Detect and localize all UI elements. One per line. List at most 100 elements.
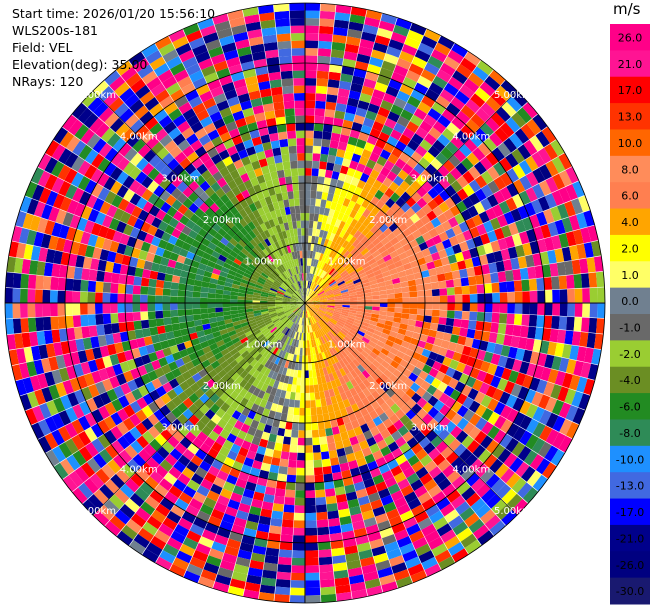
velocity-cell (531, 438, 546, 454)
velocity-cell (111, 323, 120, 334)
velocity-cell (362, 208, 371, 218)
velocity-cell (302, 355, 305, 363)
velocity-cell (230, 299, 238, 303)
velocity-cell (307, 317, 310, 326)
velocity-cell (342, 119, 354, 129)
velocity-cell (501, 101, 517, 117)
velocity-cell (289, 338, 294, 346)
velocity-cell (308, 317, 312, 325)
velocity-cell (424, 254, 434, 264)
velocity-cell (407, 454, 420, 467)
velocity-cell (319, 206, 326, 215)
velocity-cell (362, 387, 372, 398)
velocity-cell (525, 403, 538, 419)
velocity-cell (390, 393, 401, 404)
velocity-cell (207, 303, 216, 309)
velocity-cell (253, 361, 261, 370)
velocity-cell (458, 143, 472, 158)
velocity-cell (278, 549, 292, 558)
velocity-cell (353, 230, 362, 239)
velocity-cell (465, 492, 481, 507)
velocity-cell (371, 250, 381, 258)
velocity-cell (402, 354, 412, 363)
velocity-cell (264, 359, 272, 368)
velocity-cell (547, 221, 559, 237)
velocity-cell (396, 115, 410, 128)
velocity-cell (394, 303, 403, 308)
velocity-cell (538, 196, 550, 212)
velocity-cell (374, 81, 388, 93)
velocity-cell (193, 314, 202, 321)
velocity-cell (138, 448, 152, 463)
velocity-cell (298, 430, 305, 438)
velocity-cell (377, 232, 387, 242)
velocity-cell (376, 173, 387, 184)
velocity-cell (402, 431, 414, 443)
velocity-cell (431, 288, 440, 297)
velocity-cell (389, 555, 405, 567)
velocity-cell (386, 232, 396, 242)
velocity-cell (200, 313, 209, 320)
velocity-cell (432, 206, 444, 217)
velocity-cell (298, 183, 305, 191)
velocity-cell (337, 196, 346, 205)
velocity-cell (298, 355, 303, 363)
velocity-cell (188, 392, 200, 404)
velocity-cell (192, 437, 204, 449)
velocity-cell (344, 445, 354, 455)
velocity-cell (337, 212, 345, 221)
velocity-cell (576, 243, 587, 259)
velocity-cell (241, 535, 256, 546)
velocity-cell (288, 321, 294, 329)
velocity-cell (345, 143, 356, 154)
velocity-cell (456, 405, 469, 418)
velocity-cell (488, 262, 498, 274)
velocity-cell (50, 316, 59, 330)
velocity-cell (312, 251, 316, 259)
velocity-cell (329, 339, 336, 347)
velocity-cell (374, 406, 385, 417)
velocity-cell (380, 402, 390, 413)
velocity-cell (514, 291, 523, 303)
velocity-cell (327, 277, 335, 285)
velocity-cell (515, 348, 526, 361)
velocity-cell (324, 313, 332, 318)
velocity-cell (296, 220, 301, 229)
velocity-cell (378, 285, 387, 292)
velocity-cell (338, 318, 347, 324)
velocity-cell (370, 400, 380, 410)
velocity-cell (309, 290, 314, 297)
velocity-cell (320, 261, 326, 270)
velocity-cell (428, 329, 437, 338)
velocity-cell (280, 351, 287, 359)
velocity-cell (365, 110, 378, 121)
velocity-cell (307, 273, 310, 281)
velocity-cell (193, 409, 205, 420)
velocity-cell (316, 277, 322, 285)
velocity-cell (454, 343, 465, 354)
velocity-cell (337, 320, 346, 326)
velocity-cell (446, 489, 461, 503)
velocity-cell (470, 93, 486, 108)
velocity-cell (241, 350, 250, 359)
velocity-cell (155, 287, 164, 296)
velocity-cell (249, 559, 264, 570)
velocity-cell (252, 369, 261, 379)
velocity-cell (350, 177, 360, 187)
velocity-cell (515, 219, 526, 233)
velocity-cell (508, 346, 518, 359)
velocity-cell (230, 372, 240, 381)
velocity-cell (305, 303, 310, 310)
velocity-cell (588, 272, 598, 288)
velocity-cell (275, 388, 282, 398)
velocity-cell (386, 548, 402, 560)
velocity-cell (166, 537, 183, 551)
velocity-cell (456, 200, 468, 213)
velocity-cell (305, 296, 310, 303)
velocity-cell (464, 138, 478, 153)
velocity-cell (134, 329, 144, 339)
velocity-cell (268, 334, 275, 342)
velocity-cell (366, 327, 375, 334)
velocity-cell (332, 125, 343, 135)
velocity-cell (339, 368, 347, 377)
